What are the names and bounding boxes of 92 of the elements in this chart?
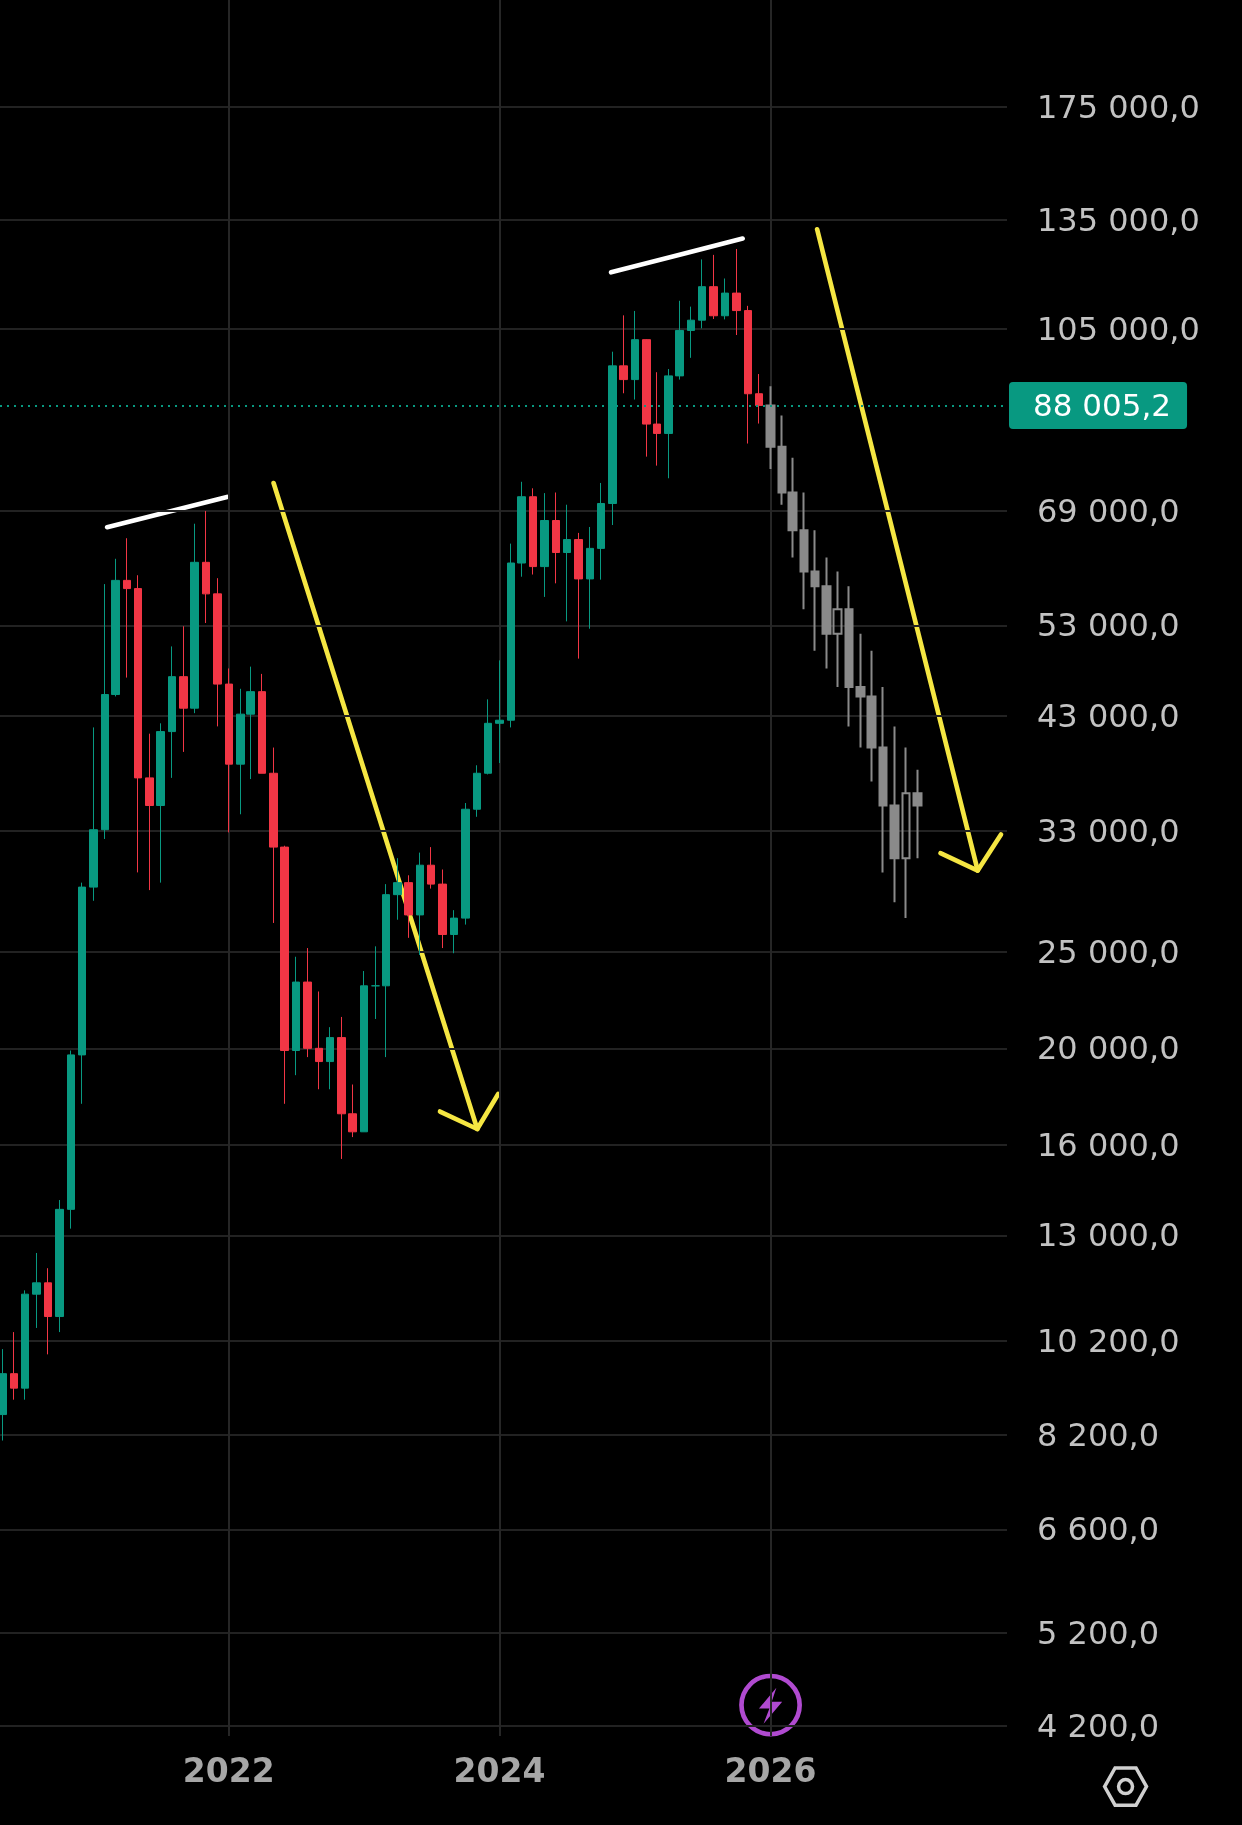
candlestick: [878, 685, 888, 874]
candlestick: [258, 673, 266, 774]
candlestick: [337, 1016, 346, 1160]
candlestick: [517, 481, 526, 578]
x-tick-label: 2024: [453, 1751, 546, 1790]
candlestick: [642, 338, 651, 458]
candlestick: [10, 1331, 18, 1401]
candlestick: [416, 852, 424, 956]
y-tick-label: 105 000,0: [1037, 309, 1200, 348]
y-tick-label: 10 200,0: [1037, 1321, 1180, 1360]
candlestick: [484, 698, 492, 775]
candlestick: [213, 577, 222, 727]
candlestick: [844, 585, 854, 728]
candlestick: [799, 491, 809, 611]
candlestick: [78, 882, 86, 1105]
candlestick: [111, 558, 120, 697]
candlestick: [574, 532, 583, 660]
candlestick: [360, 970, 368, 1133]
candlestick: [744, 305, 752, 445]
y-tick-label: 5 200,0: [1037, 1613, 1160, 1652]
candlestick: [901, 746, 911, 920]
candlestick: [371, 945, 380, 1020]
y-tick-label: 16 000,0: [1037, 1126, 1180, 1165]
candlestick: [145, 733, 154, 891]
candlestick: [912, 768, 923, 860]
candlestick: [326, 1026, 334, 1090]
candlestick: [438, 869, 447, 949]
y-tick-label: 13 000,0: [1037, 1216, 1180, 1255]
candlestick: [427, 846, 435, 890]
candlestick: [687, 306, 695, 359]
candlestick: [292, 956, 300, 1076]
ref-line-label: 88 005,2: [1033, 387, 1172, 424]
candlestick: [810, 529, 820, 652]
candlestick: [280, 845, 289, 1105]
candlestick: [889, 725, 900, 904]
candlestick: [190, 523, 199, 714]
y-tick-label: 6 600,0: [1037, 1510, 1160, 1549]
candlestick: [0, 1348, 7, 1442]
x-tick-label: 2026: [724, 1751, 817, 1790]
candlestick: [563, 504, 571, 622]
y-tick-label: 53 000,0: [1037, 606, 1180, 645]
y-tick-label: 43 000,0: [1037, 697, 1180, 736]
candlestick: [709, 254, 718, 320]
candlestick: [67, 1050, 75, 1230]
candlestick: [631, 310, 639, 401]
y-tick-label: 69 000,0: [1037, 491, 1180, 530]
candlestick: [755, 373, 763, 425]
candlestick: [619, 314, 628, 394]
y-tick-label: 20 000,0: [1037, 1029, 1180, 1068]
y-tick-label: 4 200,0: [1037, 1706, 1160, 1745]
candlestick: [101, 583, 109, 840]
candlestick: [315, 990, 323, 1090]
candlestick: [156, 722, 165, 884]
candlestick: [269, 747, 278, 924]
candlestick: [529, 487, 537, 576]
candlestick: [44, 1267, 52, 1355]
candlestick: [202, 510, 210, 624]
y-tick-label: 175 000,0: [1037, 88, 1200, 127]
candlestick: [123, 537, 131, 679]
candlestick: [55, 1199, 64, 1333]
candlestick: [225, 667, 233, 833]
candlestick: [597, 482, 605, 581]
candlestick: [382, 883, 390, 1058]
candlestick: [721, 278, 729, 320]
candlestick: [134, 574, 142, 873]
candlestick: [675, 300, 684, 381]
candlestick: [303, 947, 312, 1058]
candlestick: [698, 258, 706, 329]
candlestick: [765, 385, 776, 471]
y-tick-label: 33 000,0: [1037, 812, 1180, 851]
candlestick: [732, 248, 741, 336]
y-tick-label: 25 000,0: [1037, 932, 1180, 971]
candlestick: [653, 371, 661, 467]
candlestick: [495, 659, 504, 764]
candlestick: [168, 645, 176, 779]
candlestick: [473, 764, 481, 818]
y-tick-label: 8 200,0: [1037, 1416, 1160, 1455]
candlestick: [393, 857, 402, 921]
candlestick: [507, 543, 515, 728]
candlestick: [179, 625, 188, 753]
candlestick: [21, 1289, 29, 1401]
candlestick: [461, 802, 470, 926]
candlestick: [89, 726, 98, 902]
candlestick: [586, 526, 594, 630]
candlestick: [404, 874, 413, 939]
candlestick: [32, 1252, 41, 1329]
x-tick-label: 2022: [182, 1751, 275, 1790]
candlestick: [348, 1084, 357, 1138]
candlestick: [450, 909, 458, 954]
y-tick-label: 135 000,0: [1037, 200, 1200, 239]
candlestick: [540, 492, 549, 598]
candlestick: [552, 492, 560, 584]
